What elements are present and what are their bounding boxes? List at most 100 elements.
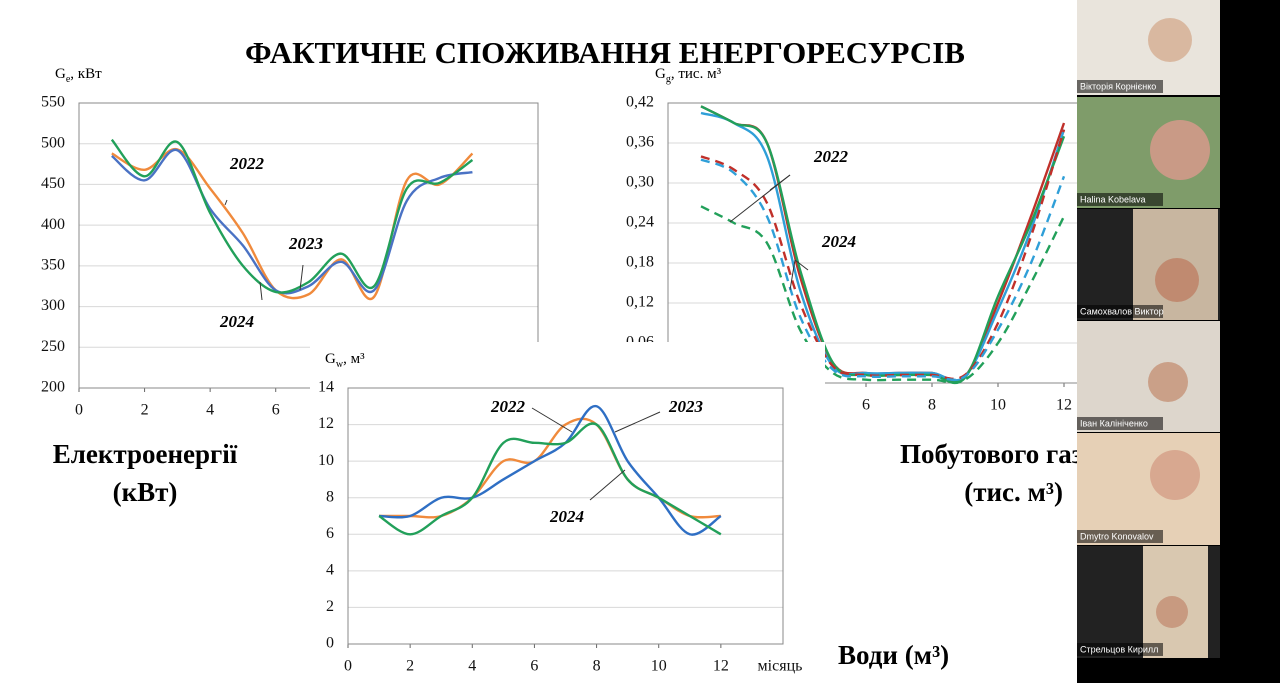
y-tick-label: 0 [326,635,334,652]
annotation-arrow [589,469,626,501]
annotation: 2024 [549,507,584,526]
participant-name: Іван Калініченко [1080,418,1148,428]
video-tile[interactable] [1077,321,1220,432]
x-tick-label: 12 [1056,397,1072,414]
name-tag-bg [1077,80,1163,93]
annotation-arrow [299,264,304,291]
y-tick-label: 4 [326,562,334,579]
y-tick-label: 0,24 [626,214,654,231]
participant-name: Вікторія Корнієнко [1080,81,1156,91]
y-tick-label: 0,36 [626,134,654,151]
y-tick-label: 500 [41,134,65,151]
y-tick-label: 0,12 [626,294,654,311]
avatar [1148,18,1192,62]
caption: (кВт) [113,477,178,507]
x-tick-label: 4 [206,402,214,419]
annotation: 2024 [821,232,856,251]
series-line [378,422,722,536]
x-tick-label: 4 [468,658,476,675]
annotation: 2024 [219,312,254,331]
y-tick-label: 200 [41,379,65,396]
name-tag-bg [1077,193,1163,206]
water-panel [310,342,825,672]
x-tick-label: 2 [406,658,414,675]
y-tick-label: 550 [41,94,65,111]
participant-name: Dmytro Konovalov [1080,531,1154,541]
y-axis-symbol: G [655,66,666,82]
x-tick-label: 8 [928,397,936,414]
electricity-chart: 200250300350400450500550024681012Ge, кВт… [41,66,539,419]
slide-title: ФАКТИЧНЕ СПОЖИВАННЯ ЕНЕРГОРЕСУРСІВ [245,35,965,70]
y-axis-unit: , кВт [70,66,102,82]
annotation-arrow [259,281,263,301]
y-tick-label: 0,18 [626,254,654,271]
name-tag-bg [1077,417,1163,430]
participant-name: Самохвалов Виктор [1080,306,1164,316]
annotation: 2022 [490,397,526,416]
annotation-arrow [224,199,228,206]
y-axis-symbol: G [325,351,336,367]
caption: (тис. м³) [964,477,1063,507]
y-axis-unit: , тис. м³ [671,66,722,82]
avatar [1150,450,1200,500]
series-line [700,129,1066,381]
video-tile[interactable] [1077,433,1220,545]
series-line [700,205,1066,384]
annotation: 2023 [288,234,324,253]
y-tick-label: 12 [318,415,334,432]
name-tag-bg [1077,305,1163,318]
annotation: 2022 [229,154,265,173]
y-axis-sub: g [666,74,671,85]
annotation: 2023 [668,397,704,416]
y-tick-label: 6 [326,525,334,542]
y-axis-label: Gw, м³ [325,351,365,370]
video-tile[interactable] [1077,0,1220,95]
series-line [700,158,1066,381]
annotation-arrow [531,407,573,433]
x-tick-label: 6 [530,658,538,675]
y-tick-label: 14 [318,379,334,396]
y-axis-label: Ge, кВт [55,66,102,85]
y-tick-label: 400 [41,216,65,233]
x-axis-label: місяць [758,658,803,675]
x-tick-label: 10 [990,397,1006,414]
y-tick-label: 450 [41,175,65,192]
y-axis-label: Gg, тис. м³ [655,66,722,85]
y-tick-label: 10 [318,452,334,469]
x-tick-label: 6 [272,402,280,419]
avatar [1150,120,1210,180]
annotation: 2022 [813,147,849,166]
annotation-arrow [789,259,796,291]
caption: Побутового газу [900,439,1096,469]
x-tick-label: 0 [75,402,83,419]
y-tick-label: 0,30 [626,174,654,191]
name-tag-bg [1077,643,1163,656]
avatar [1156,596,1188,628]
y-tick-label: 2 [326,598,334,615]
plot-frame [347,387,784,645]
participant-name: Стрельцов Кирилл [1080,644,1158,654]
y-tick-label: 0,42 [626,94,654,111]
participant-name: Halina Kobelava [1080,194,1146,204]
annotation-arrow [769,174,791,191]
video-panel: Вікторія Корнієнко Halina Kobelava Самохва… [1077,0,1280,683]
y-tick-label: 8 [326,488,334,505]
series-line [700,111,1066,382]
y-axis-sub: e [66,74,71,85]
caption: Електроенергії [53,439,238,469]
annotation-arrow [794,259,809,271]
y-axis-symbol: G [55,66,66,82]
avatar [1148,362,1188,402]
x-tick-label: 6 [862,397,870,414]
annotation-arrow [614,411,661,433]
x-tick-label: 10 [651,658,667,675]
series-line [110,138,474,294]
avatar [1155,258,1199,302]
y-axis-unit: , м³ [343,351,365,367]
x-tick-label: 8 [593,658,601,675]
caption: Води (м³) [838,640,949,670]
x-tick-label: 0 [344,658,352,675]
y-tick-label: 250 [41,338,65,355]
x-tick-label: 12 [713,658,729,675]
